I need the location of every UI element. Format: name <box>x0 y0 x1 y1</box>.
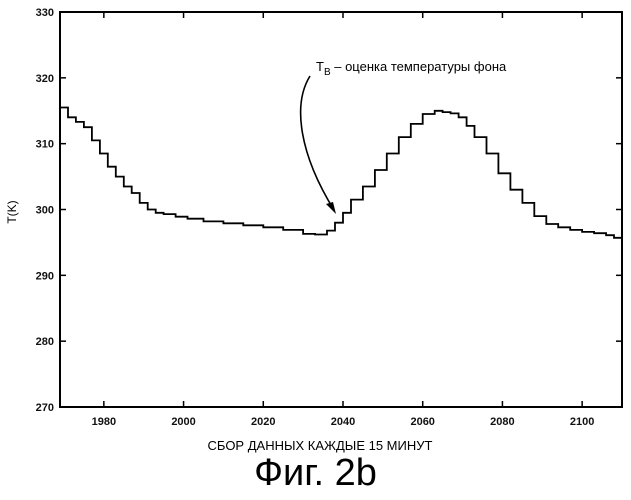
x-tick-label: 2080 <box>490 416 514 428</box>
x-tick-label: 2020 <box>251 416 275 428</box>
x-tick-label: 2060 <box>410 416 434 428</box>
annotation-arrowhead <box>326 202 336 214</box>
x-axis-label: СБОР ДАННЫХ КАЖДЫЕ 15 МИНУТ <box>208 438 433 453</box>
y-tick-label: 320 <box>36 73 54 85</box>
y-tick-label: 330 <box>36 7 54 19</box>
annotation-text: TB – оценка температуры фона <box>316 59 507 78</box>
x-tick-label: 1980 <box>92 416 116 428</box>
y-tick-label: 300 <box>36 205 54 217</box>
y-tick-label: 310 <box>36 139 54 151</box>
y-tick-label: 270 <box>36 402 54 414</box>
x-tick-label: 2100 <box>570 416 594 428</box>
annotation-arrow <box>301 76 334 210</box>
y-tick-label: 280 <box>36 336 54 348</box>
x-tick-label: 2000 <box>171 416 195 428</box>
y-tick-label: 290 <box>36 270 54 282</box>
temperature-series-line <box>60 108 622 242</box>
figure-caption: Фиг. 2b <box>0 452 631 495</box>
y-axis-label: T(K) <box>5 200 19 223</box>
x-tick-label: 2040 <box>331 416 355 428</box>
